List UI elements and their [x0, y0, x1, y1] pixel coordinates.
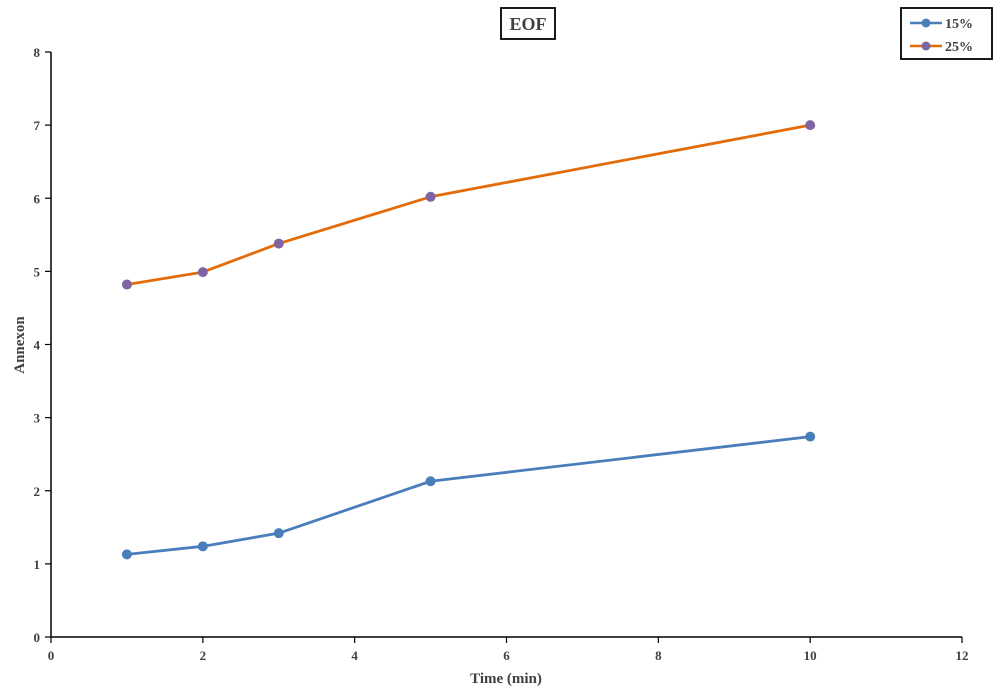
- y-axis-title: Annexon: [12, 316, 28, 374]
- y-tick-label: 7: [34, 118, 41, 133]
- legend-marker-25: [921, 41, 931, 51]
- data-point: [273, 238, 284, 249]
- data-point: [121, 549, 132, 560]
- x-tick-label: 4: [351, 648, 358, 663]
- series-line: [126, 435, 811, 556]
- data-point: [805, 120, 816, 131]
- x-ticks: 0 2 4 6 8 10 12: [48, 637, 969, 663]
- data-point: [273, 528, 284, 539]
- series-0: [121, 431, 816, 560]
- legend-marker-15: [921, 18, 931, 28]
- x-tick-label: 10: [804, 648, 817, 663]
- data-point: [121, 279, 132, 290]
- y-tick-label: 6: [34, 191, 41, 206]
- y-tick-label: 5: [34, 264, 41, 279]
- y-ticks: 0 1 2 3 4 5 6 7 8: [34, 45, 51, 645]
- data-point: [805, 431, 816, 442]
- legend-frame: [900, 7, 993, 60]
- x-tick-label: 12: [956, 648, 969, 663]
- y-tick-label: 2: [34, 484, 41, 499]
- y-tick-label: 4: [34, 338, 41, 353]
- data-point: [197, 267, 208, 278]
- series-line: [126, 123, 811, 286]
- series-layer: [121, 120, 816, 560]
- legend: 15% 25%: [900, 7, 993, 60]
- data-point: [197, 541, 208, 552]
- data-point: [425, 476, 436, 487]
- legend-label-15: 15%: [945, 17, 973, 32]
- x-axis-title: Time (min): [470, 671, 542, 687]
- x-tick-label: 0: [48, 648, 55, 663]
- x-tick-label: 8: [655, 648, 662, 663]
- legend-label-25: 25%: [945, 40, 973, 55]
- x-tick-label: 6: [503, 648, 510, 663]
- y-tick-label: 3: [34, 411, 41, 426]
- chart-title-frame: [500, 7, 556, 40]
- chart-title-box: EOF: [500, 7, 556, 40]
- y-tick-label: 8: [34, 45, 41, 60]
- data-point: [425, 191, 436, 202]
- x-tick-label: 2: [200, 648, 207, 663]
- y-tick-label: 1: [34, 557, 41, 572]
- y-tick-label: 0: [34, 630, 41, 645]
- series-1: [121, 120, 816, 290]
- chart-title: EOF: [509, 14, 546, 34]
